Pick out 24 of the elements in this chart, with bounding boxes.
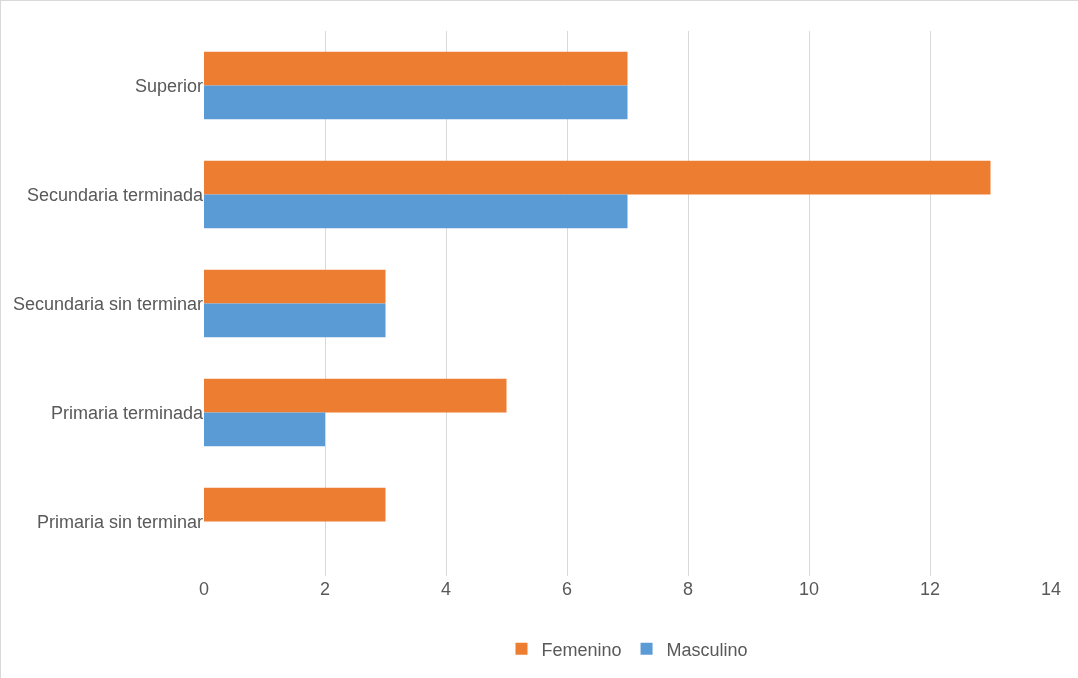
x-tick-label: 2 — [319, 579, 331, 599]
y-tick-label: Primaria terminada — [50, 402, 204, 423]
legend-label: Femenino — [541, 639, 622, 660]
bar — [204, 85, 628, 120]
bar — [204, 51, 628, 86]
y-tick-label: Secundaria terminada — [26, 184, 204, 205]
bar — [204, 160, 991, 195]
x-tick-label: 10 — [798, 579, 820, 599]
x-tick-label: 12 — [919, 579, 941, 599]
x-tick-label: 14 — [1040, 579, 1062, 599]
bar — [204, 194, 628, 229]
y-tick-label: Primaria sin terminar — [36, 511, 203, 532]
x-tick-label: 8 — [682, 579, 694, 599]
bar — [204, 378, 507, 413]
x-tick-label: 4 — [440, 579, 452, 599]
legend-label: Masculino — [666, 639, 748, 660]
x-tick-label: 0 — [198, 579, 210, 599]
bar — [204, 269, 386, 304]
x-tick-label: 6 — [561, 579, 573, 599]
bar — [204, 487, 386, 522]
y-tick-label: Superior — [134, 75, 203, 96]
bar — [204, 303, 386, 338]
y-tick-label: Secundaria sin terminar — [12, 293, 203, 314]
bar — [204, 412, 325, 447]
